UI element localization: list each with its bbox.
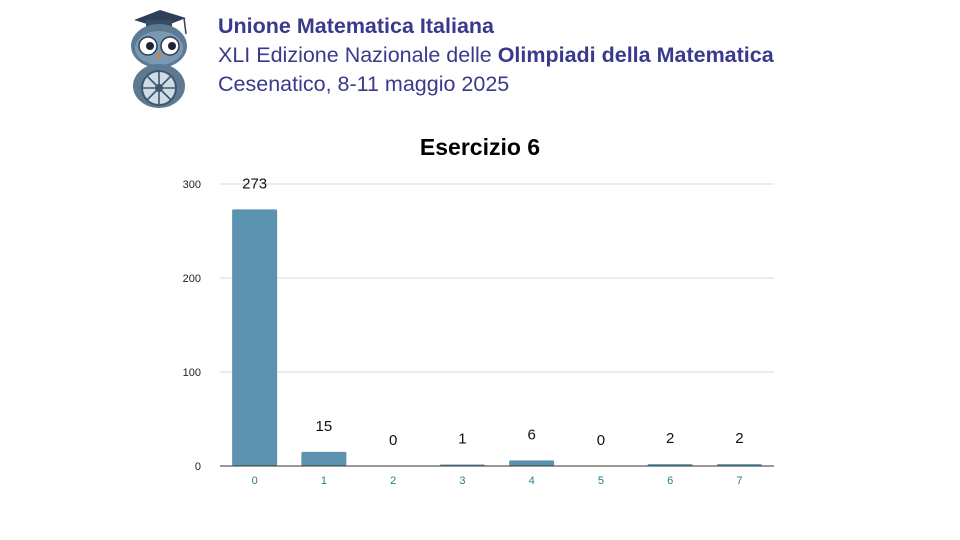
y-tick-label: 300 [183, 179, 201, 191]
x-tick-label: 7 [736, 475, 742, 487]
x-tick-label: 0 [252, 475, 258, 487]
bar [509, 460, 555, 466]
x-tick-label: 4 [529, 475, 535, 487]
data-label: 6 [527, 426, 535, 443]
data-label: 15 [316, 418, 333, 435]
x-tick-label: 1 [321, 475, 327, 487]
chart-title: Esercizio 6 [419, 134, 541, 160]
x-tick-label: 3 [459, 475, 465, 487]
data-label: 2 [666, 430, 674, 447]
header: Unione Matematica Italiana XLI Edizione … [218, 12, 774, 99]
organization-name: Unione Matematica Italiana [218, 14, 494, 38]
x-tick-label: 6 [667, 475, 673, 487]
edition-line: XLI Edizione Nazionale delle Olimpiadi d… [218, 41, 774, 70]
competition-name: Olimpiadi della Matematica [497, 43, 774, 67]
y-tick-label: 200 [183, 273, 201, 285]
x-tick-label: 2 [390, 475, 396, 487]
data-label: 273 [242, 175, 267, 192]
bar [301, 451, 347, 466]
data-label: 1 [458, 431, 466, 448]
y-tick-label: 100 [183, 367, 201, 379]
data-label: 2 [735, 430, 743, 447]
y-tick-label: 0 [195, 461, 201, 473]
data-label: 0 [389, 432, 397, 449]
place-date: Cesenatico, 8-11 maggio 2025 [218, 72, 510, 96]
edition-prefix: XLI Edizione Nazionale delle [218, 43, 498, 67]
owl-mascot-icon [131, 10, 187, 108]
x-tick-label: 5 [598, 475, 604, 487]
data-label: 0 [597, 432, 605, 449]
bar [232, 209, 278, 466]
